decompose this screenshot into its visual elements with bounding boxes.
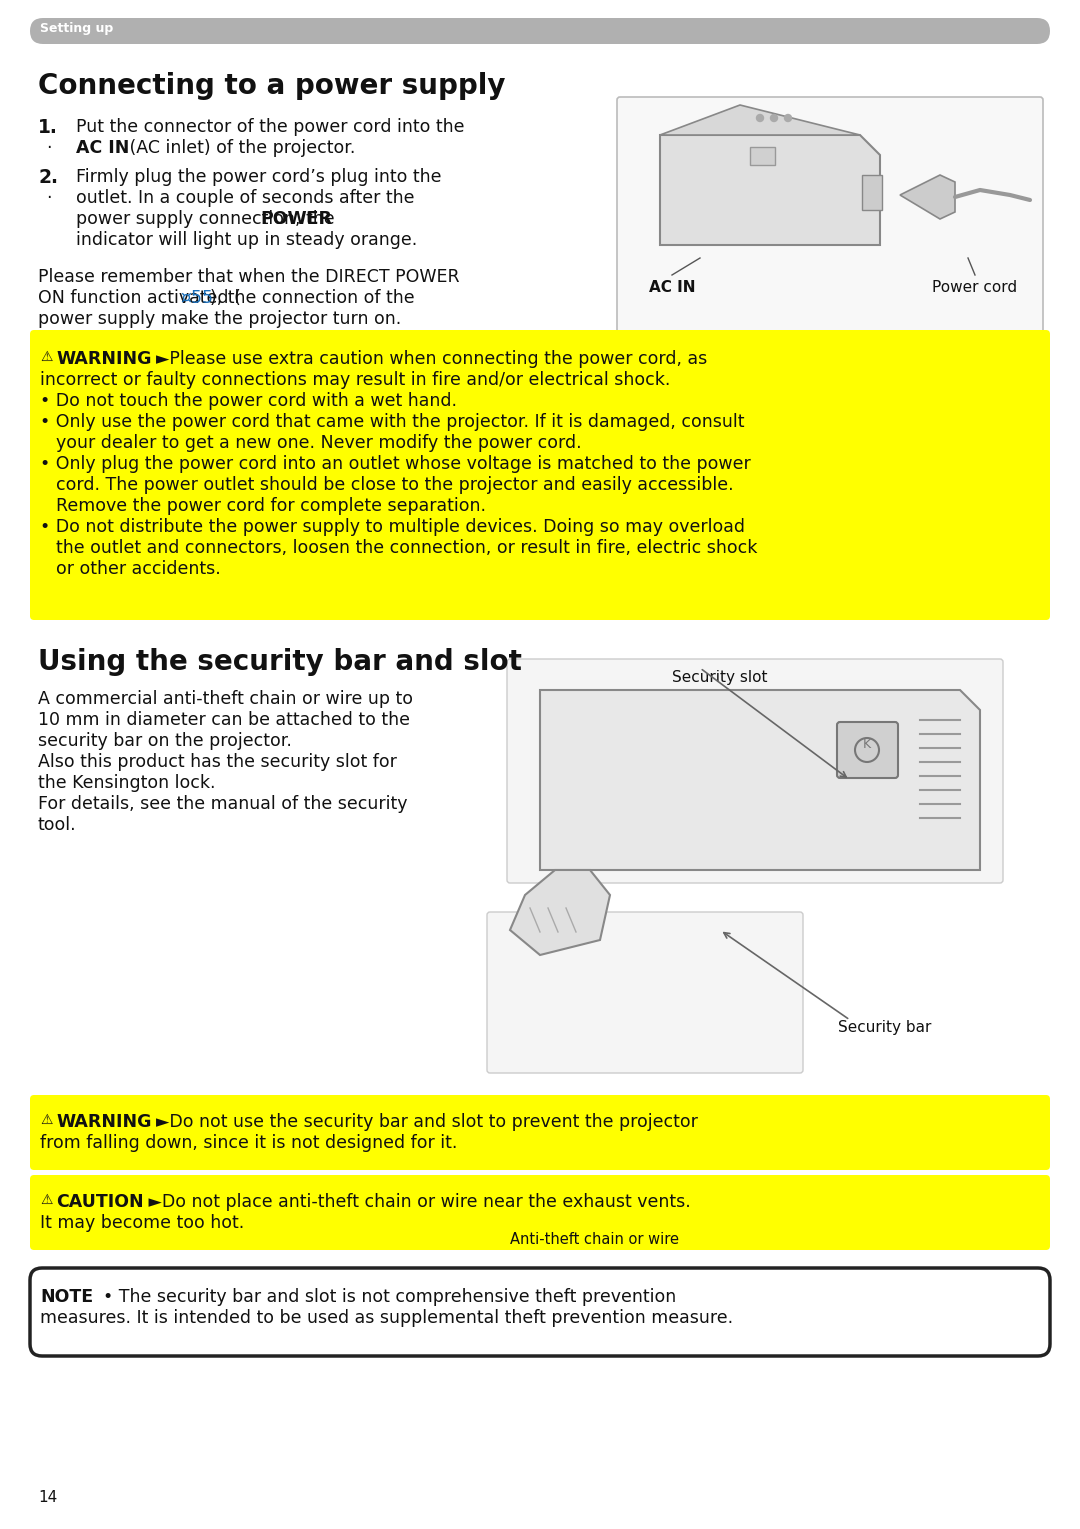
FancyBboxPatch shape [837, 722, 897, 778]
Polygon shape [660, 135, 880, 245]
Text: 14: 14 [38, 1489, 57, 1505]
Text: Firmly plug the power cord’s plug into the: Firmly plug the power cord’s plug into t… [76, 168, 442, 187]
Text: the Kensington lock.: the Kensington lock. [38, 774, 216, 792]
Text: 10 mm in diameter can be attached to the: 10 mm in diameter can be attached to the [38, 711, 410, 729]
Text: measures. It is intended to be used as supplemental theft prevention measure.: measures. It is intended to be used as s… [40, 1309, 733, 1327]
Text: the outlet and connectors, loosen the connection, or result in fire, electric sh: the outlet and connectors, loosen the co… [56, 540, 757, 557]
Text: WARNING: WARNING [56, 350, 151, 368]
Text: Remove the power cord for complete separation.: Remove the power cord for complete separ… [56, 497, 486, 515]
Text: outlet. In a couple of seconds after the: outlet. In a couple of seconds after the [76, 190, 415, 206]
FancyBboxPatch shape [30, 18, 1050, 44]
Circle shape [770, 115, 778, 121]
Text: ), the connection of the: ), the connection of the [210, 289, 415, 307]
FancyBboxPatch shape [617, 96, 1043, 333]
Text: (AC inlet) of the projector.: (AC inlet) of the projector. [124, 139, 355, 157]
Text: ►Do not use the security bar and slot to prevent the projector: ►Do not use the security bar and slot to… [145, 1113, 698, 1131]
FancyBboxPatch shape [30, 1174, 1050, 1251]
Text: For details, see the manual of the security: For details, see the manual of the secur… [38, 795, 407, 813]
FancyBboxPatch shape [30, 330, 1050, 619]
Text: ⚠: ⚠ [40, 1113, 53, 1127]
Polygon shape [510, 870, 610, 956]
Text: 2.: 2. [38, 168, 58, 187]
FancyBboxPatch shape [30, 1095, 1050, 1170]
Circle shape [756, 115, 764, 121]
Text: incorrect or faulty connections may result in fire and/or electrical shock.: incorrect or faulty connections may resu… [40, 372, 671, 388]
Text: ON function activated (: ON function activated ( [38, 289, 241, 307]
FancyBboxPatch shape [507, 659, 1003, 884]
Text: Anti-theft chain or wire: Anti-theft chain or wire [510, 1232, 679, 1248]
Text: Connecting to a power supply: Connecting to a power supply [38, 72, 505, 99]
Text: power supply connection, the: power supply connection, the [76, 209, 340, 228]
FancyBboxPatch shape [487, 911, 804, 1073]
Polygon shape [540, 690, 980, 870]
Text: WARNING: WARNING [56, 1113, 151, 1131]
Text: AC IN: AC IN [649, 280, 696, 295]
Text: ►Please use extra caution when connecting the power cord, as: ►Please use extra caution when connectin… [145, 350, 707, 368]
Text: Also this product has the security slot for: Also this product has the security slot … [38, 752, 396, 771]
Text: 1.: 1. [38, 118, 58, 138]
Text: • Only plug the power cord into an outlet whose voltage is matched to the power: • Only plug the power cord into an outle… [40, 456, 751, 472]
Bar [750, 147, 775, 165]
Text: AC IN: AC IN [76, 139, 130, 157]
Text: ¤55: ¤55 [180, 289, 213, 307]
Bar [862, 174, 882, 209]
Polygon shape [900, 174, 955, 219]
Text: Security bar: Security bar [838, 1020, 931, 1035]
Text: • Do not touch the power cord with a wet hand.: • Do not touch the power cord with a wet… [40, 391, 457, 410]
Text: .: . [46, 135, 52, 151]
Text: CAUTION: CAUTION [56, 1193, 144, 1211]
Text: indicator will light up in steady orange.: indicator will light up in steady orange… [76, 231, 417, 249]
Text: K: K [863, 739, 872, 751]
Text: • Do not distribute the power supply to multiple devices. Doing so may overload: • Do not distribute the power supply to … [40, 518, 745, 537]
Text: • The security bar and slot is not comprehensive theft prevention: • The security bar and slot is not compr… [92, 1287, 676, 1306]
Circle shape [784, 115, 792, 121]
FancyBboxPatch shape [30, 1268, 1050, 1356]
Text: ⚠: ⚠ [40, 350, 53, 364]
Text: Setting up: Setting up [40, 21, 113, 35]
Text: It may become too hot.: It may become too hot. [40, 1214, 244, 1232]
Text: power supply make the projector turn on.: power supply make the projector turn on. [38, 310, 402, 329]
Text: ⚠: ⚠ [40, 1193, 53, 1206]
Text: your dealer to get a new one. Never modify the power cord.: your dealer to get a new one. Never modi… [56, 434, 582, 453]
Text: tool.: tool. [38, 816, 77, 833]
Polygon shape [660, 106, 860, 135]
Text: • Only use the power cord that came with the projector. If it is damaged, consul: • Only use the power cord that came with… [40, 413, 744, 431]
Text: cord. The power outlet should be close to the projector and easily accessible.: cord. The power outlet should be close t… [56, 476, 733, 494]
Text: ►Do not place anti-theft chain or wire near the exhaust vents.: ►Do not place anti-theft chain or wire n… [132, 1193, 691, 1211]
Text: NOTE: NOTE [40, 1287, 93, 1306]
Text: .: . [46, 183, 52, 202]
Text: security bar on the projector.: security bar on the projector. [38, 732, 292, 751]
Text: A commercial anti-theft chain or wire up to: A commercial anti-theft chain or wire up… [38, 690, 413, 708]
Text: Please remember that when the DIRECT POWER: Please remember that when the DIRECT POW… [38, 268, 460, 286]
Text: Security slot: Security slot [672, 670, 768, 685]
Text: from falling down, since it is not designed for it.: from falling down, since it is not desig… [40, 1135, 457, 1151]
Text: or other accidents.: or other accidents. [56, 560, 220, 578]
Text: Using the security bar and slot: Using the security bar and slot [38, 648, 522, 676]
Text: POWER: POWER [260, 209, 332, 228]
Text: Power cord: Power cord [932, 280, 1017, 295]
Text: Put the connector of the power cord into the: Put the connector of the power cord into… [76, 118, 464, 136]
